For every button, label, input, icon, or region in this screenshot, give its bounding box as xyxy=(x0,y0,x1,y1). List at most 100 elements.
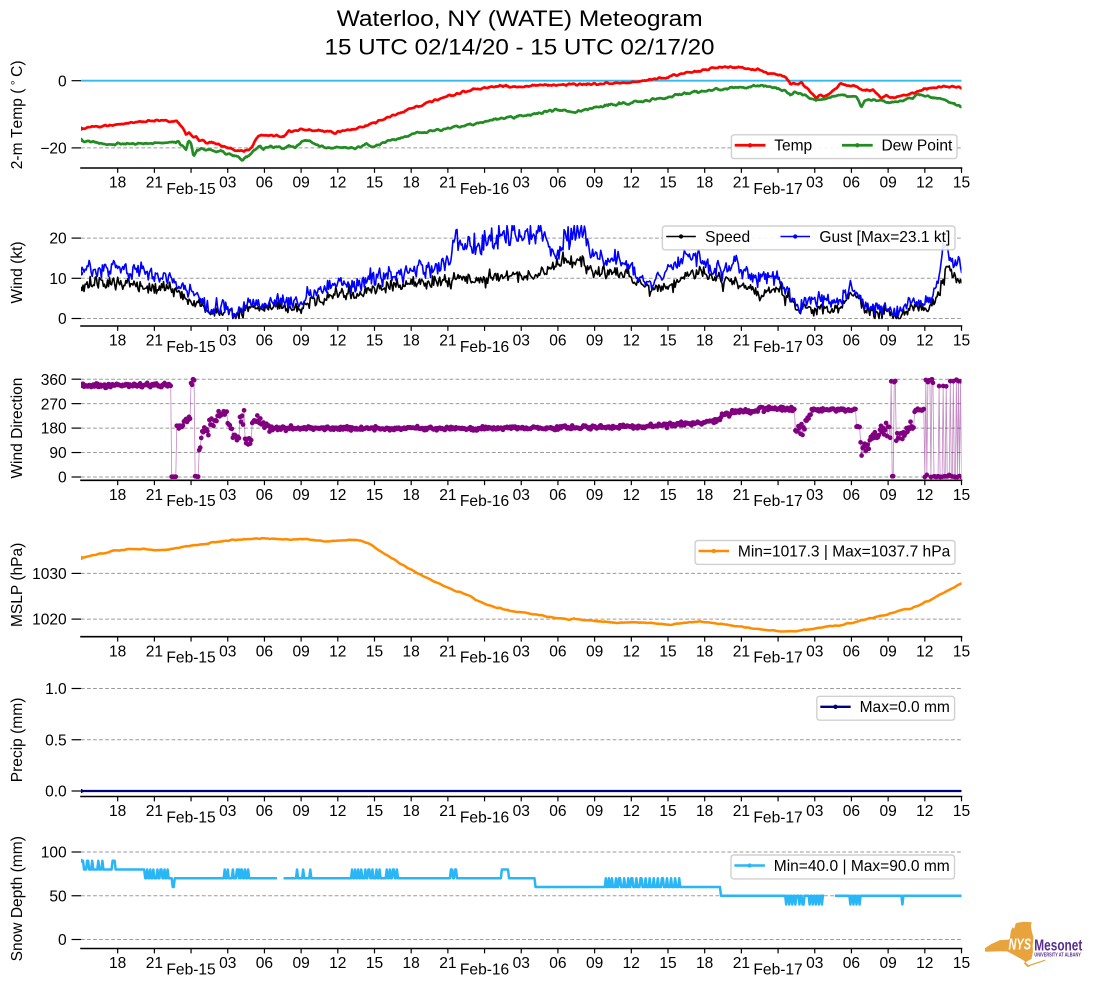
svg-text:Feb-17: Feb-17 xyxy=(753,650,802,667)
svg-text:09: 09 xyxy=(292,175,309,192)
svg-text:15: 15 xyxy=(366,643,383,660)
svg-text:12: 12 xyxy=(623,955,640,972)
svg-text:Feb-17: Feb-17 xyxy=(753,961,802,978)
svg-text:18: 18 xyxy=(109,955,126,972)
svg-text:Waterloo, NY (WATE) Meteogram: Waterloo, NY (WATE) Meteogram xyxy=(337,6,703,31)
svg-text:15: 15 xyxy=(953,487,970,504)
svg-text:06: 06 xyxy=(549,333,566,350)
svg-text:09: 09 xyxy=(879,487,896,504)
svg-text:03: 03 xyxy=(513,487,530,504)
svg-text:15: 15 xyxy=(366,955,383,972)
svg-text:06: 06 xyxy=(549,955,566,972)
svg-text:21: 21 xyxy=(439,333,456,350)
svg-text:18: 18 xyxy=(696,175,713,192)
svg-text:−20: −20 xyxy=(40,141,67,158)
svg-text:21: 21 xyxy=(733,175,750,192)
svg-text:18: 18 xyxy=(109,643,126,660)
svg-text:0: 0 xyxy=(58,311,67,328)
svg-text:18: 18 xyxy=(403,803,420,820)
svg-text:Gust [Max=23.1 kt]: Gust [Max=23.1 kt] xyxy=(819,229,950,246)
svg-text:09: 09 xyxy=(292,955,309,972)
svg-text:09: 09 xyxy=(292,643,309,660)
svg-text:15: 15 xyxy=(366,487,383,504)
svg-text:06: 06 xyxy=(256,643,273,660)
svg-text:12: 12 xyxy=(623,487,640,504)
svg-text:Wind Direction: Wind Direction xyxy=(9,378,26,479)
svg-text:Temp: Temp xyxy=(774,138,812,155)
svg-text:03: 03 xyxy=(806,955,823,972)
svg-text:15: 15 xyxy=(659,487,676,504)
svg-text:Feb-16: Feb-16 xyxy=(460,650,509,667)
svg-text:03: 03 xyxy=(806,333,823,350)
svg-text:0.5: 0.5 xyxy=(45,732,67,749)
svg-text:09: 09 xyxy=(586,803,603,820)
svg-text:12: 12 xyxy=(916,333,933,350)
svg-text:Feb-15: Feb-15 xyxy=(166,809,215,826)
svg-text:12: 12 xyxy=(329,955,346,972)
svg-text:0: 0 xyxy=(58,73,67,90)
svg-text:0: 0 xyxy=(58,932,67,949)
svg-text:270: 270 xyxy=(41,396,67,413)
svg-text:21: 21 xyxy=(733,803,750,820)
svg-text:09: 09 xyxy=(586,333,603,350)
svg-text:21: 21 xyxy=(146,955,163,972)
svg-text:03: 03 xyxy=(219,175,236,192)
svg-text:18: 18 xyxy=(403,333,420,350)
svg-text:Snow Depth (mm): Snow Depth (mm) xyxy=(9,836,26,961)
svg-text:Min=1017.3 | Max=1037.7 hPa: Min=1017.3 | Max=1037.7 hPa xyxy=(738,543,951,560)
svg-text:1020: 1020 xyxy=(32,612,67,629)
svg-text:06: 06 xyxy=(549,175,566,192)
svg-text:03: 03 xyxy=(806,643,823,660)
svg-text:2 - m: 2 - m T e m p ( C ) ∘ xyxy=(2,54,27,169)
svg-text:09: 09 xyxy=(879,643,896,660)
svg-text:Feb-16: Feb-16 xyxy=(460,961,509,978)
svg-text:06: 06 xyxy=(843,175,860,192)
svg-text:Min=40.0 | Max=90.0 mm: Min=40.0 | Max=90.0 mm xyxy=(774,858,950,875)
svg-text:03: 03 xyxy=(513,955,530,972)
svg-text:18: 18 xyxy=(109,803,126,820)
svg-text:06: 06 xyxy=(256,175,273,192)
svg-text:15: 15 xyxy=(366,175,383,192)
svg-text:03: 03 xyxy=(806,487,823,504)
svg-text:09: 09 xyxy=(586,175,603,192)
svg-text:21: 21 xyxy=(146,175,163,192)
svg-text:Feb-16: Feb-16 xyxy=(460,339,509,356)
svg-text:03: 03 xyxy=(219,803,236,820)
svg-text:Feb-17: Feb-17 xyxy=(753,181,802,198)
svg-text:15: 15 xyxy=(953,803,970,820)
svg-text:15: 15 xyxy=(659,643,676,660)
svg-text:18: 18 xyxy=(109,333,126,350)
svg-text:12: 12 xyxy=(623,333,640,350)
svg-text:18: 18 xyxy=(109,175,126,192)
svg-text:09: 09 xyxy=(292,487,309,504)
svg-text:18: 18 xyxy=(403,643,420,660)
svg-text:15: 15 xyxy=(366,333,383,350)
svg-text:03: 03 xyxy=(513,175,530,192)
svg-text:03: 03 xyxy=(806,175,823,192)
svg-text:18: 18 xyxy=(403,487,420,504)
svg-text:21: 21 xyxy=(439,643,456,660)
svg-text:06: 06 xyxy=(549,643,566,660)
svg-text:50: 50 xyxy=(49,888,67,905)
svg-text:09: 09 xyxy=(586,955,603,972)
svg-text:0.0: 0.0 xyxy=(45,784,67,801)
svg-text:Feb-16: Feb-16 xyxy=(460,181,509,198)
svg-text:06: 06 xyxy=(256,955,273,972)
svg-text:18: 18 xyxy=(696,803,713,820)
svg-text:18: 18 xyxy=(696,643,713,660)
svg-text:0: 0 xyxy=(58,470,67,487)
svg-text:03: 03 xyxy=(513,333,530,350)
svg-text:06: 06 xyxy=(843,487,860,504)
svg-text:21: 21 xyxy=(146,803,163,820)
svg-text:12: 12 xyxy=(916,803,933,820)
svg-text:10: 10 xyxy=(49,271,67,288)
svg-text:Feb-15: Feb-15 xyxy=(166,181,215,198)
svg-text:03: 03 xyxy=(219,955,236,972)
svg-text:18: 18 xyxy=(696,955,713,972)
svg-text:21: 21 xyxy=(733,955,750,972)
svg-text:12: 12 xyxy=(329,333,346,350)
svg-text:21: 21 xyxy=(439,175,456,192)
svg-text:18: 18 xyxy=(696,487,713,504)
svg-text:MSLP (hPa): MSLP (hPa) xyxy=(9,543,26,627)
svg-text:06: 06 xyxy=(256,487,273,504)
